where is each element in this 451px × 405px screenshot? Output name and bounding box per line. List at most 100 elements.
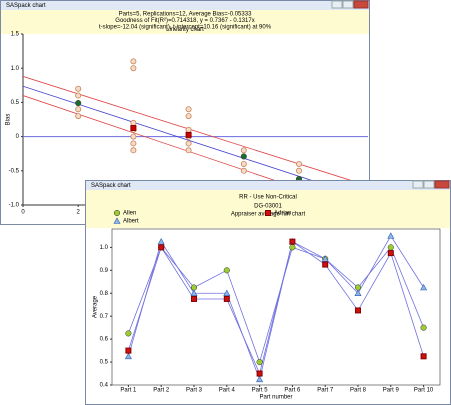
y-tick-label: 1.0 bbox=[11, 66, 20, 72]
marker bbox=[289, 244, 296, 251]
marker bbox=[75, 100, 82, 107]
marker bbox=[113, 209, 121, 217]
header-band bbox=[86, 190, 450, 228]
title-bar bbox=[1, 1, 369, 10]
y-tick-label: 1.5 bbox=[11, 32, 20, 38]
y-tick-label: 0 bbox=[16, 134, 20, 140]
marker bbox=[125, 330, 132, 337]
marker bbox=[240, 147, 247, 154]
y-tick-label: 0.6 bbox=[100, 337, 109, 343]
x-tick-label: Part 4 bbox=[219, 388, 236, 394]
y-tick-label: 0.4 bbox=[100, 383, 109, 389]
marker bbox=[240, 153, 247, 160]
x-tick-label: Part 5 bbox=[252, 388, 269, 394]
min-button bbox=[331, 0, 343, 9]
marker bbox=[420, 353, 427, 360]
run-chart-window: SASpack chart RR - Use Non-Critical DG-030… bbox=[85, 180, 451, 405]
window-title: SASpack chart bbox=[6, 3, 46, 9]
marker bbox=[240, 160, 247, 167]
header-line: Goodness of Fit(R²)=0.714318, y = 0.7367… bbox=[115, 18, 254, 24]
marker bbox=[321, 255, 329, 262]
header-line: t-slope=-12.04 (significant), t-intercep… bbox=[99, 25, 272, 31]
y-tick-label: 0.9 bbox=[100, 268, 109, 274]
marker bbox=[130, 133, 137, 140]
marker bbox=[130, 65, 137, 72]
x-tick-label: Part 3 bbox=[186, 388, 203, 394]
marker bbox=[75, 113, 82, 120]
marker bbox=[157, 237, 165, 245]
marker bbox=[289, 238, 296, 245]
marker bbox=[387, 244, 394, 251]
marker bbox=[295, 167, 302, 174]
marker bbox=[185, 113, 192, 120]
legend-label: Adrian bbox=[274, 211, 291, 217]
y-tick-label: 0.5 bbox=[11, 100, 20, 106]
window-title: SASpack chart bbox=[91, 183, 131, 189]
header-band bbox=[1, 10, 369, 34]
marker bbox=[265, 210, 271, 216]
marker bbox=[113, 217, 121, 224]
marker bbox=[130, 58, 137, 65]
x-axis-label: Part number bbox=[259, 395, 292, 401]
marker bbox=[185, 147, 192, 154]
marker bbox=[75, 85, 82, 92]
y-tick-label: 0.8 bbox=[100, 291, 109, 297]
close-button[interactable] bbox=[434, 180, 450, 189]
linearity-window: SASpack chart Parts=5, Replications=12, A… bbox=[0, 0, 370, 225]
marker bbox=[223, 295, 230, 302]
marker bbox=[240, 167, 247, 174]
chart-subtitle: DG-03001 bbox=[254, 204, 282, 210]
marker bbox=[130, 119, 137, 126]
marker bbox=[130, 125, 137, 132]
x-tick-label: Part 8 bbox=[350, 388, 367, 394]
marker bbox=[354, 289, 362, 297]
y-tick-label: 1.0 bbox=[100, 245, 109, 251]
marker bbox=[75, 92, 82, 99]
y-tick-label: 0.7 bbox=[100, 314, 109, 320]
marker bbox=[185, 131, 192, 138]
marker bbox=[223, 289, 231, 297]
marker bbox=[420, 324, 427, 331]
x-tick-label: 2 bbox=[77, 210, 81, 216]
marker bbox=[223, 267, 230, 274]
y-axis-label: Average bbox=[93, 295, 99, 318]
y-tick-label: 0.5 bbox=[100, 360, 109, 366]
series-line bbox=[128, 240, 424, 375]
x-tick-label: Part 2 bbox=[153, 388, 170, 394]
header-line: Parts=5, Replications=12, Average Bias=-… bbox=[119, 12, 252, 18]
marker bbox=[322, 261, 329, 268]
marker bbox=[420, 283, 428, 291]
marker bbox=[190, 289, 198, 297]
y-axis-label: Bias bbox=[6, 114, 12, 126]
x-tick-label: Part 10 bbox=[414, 388, 434, 394]
max-button bbox=[423, 180, 435, 189]
max-button bbox=[342, 0, 354, 9]
legend-label: Allen bbox=[123, 211, 136, 217]
marker bbox=[158, 244, 165, 251]
marker bbox=[387, 250, 394, 257]
marker bbox=[256, 375, 264, 383]
plot bbox=[23, 58, 368, 205]
y-tick-label: -1.0 bbox=[9, 203, 20, 209]
marker bbox=[185, 126, 192, 133]
y-tick-label: -0.5 bbox=[9, 168, 20, 174]
marker bbox=[130, 140, 137, 147]
series-line bbox=[128, 235, 424, 381]
marker bbox=[191, 295, 197, 302]
marker bbox=[125, 347, 132, 354]
close-button[interactable] bbox=[353, 0, 369, 9]
marker bbox=[130, 147, 137, 154]
legend-label: Albert bbox=[123, 219, 139, 225]
marker bbox=[256, 359, 263, 366]
chart-title: RR - Use Non-Critical bbox=[239, 195, 297, 201]
x-tick-label: Part 7 bbox=[317, 388, 334, 394]
x-tick-label: Part 9 bbox=[383, 388, 400, 394]
marker bbox=[124, 352, 132, 360]
marker bbox=[75, 106, 82, 113]
marker bbox=[185, 140, 192, 147]
min-button bbox=[412, 180, 424, 189]
x-tick-label: Part 1 bbox=[120, 388, 137, 394]
marker bbox=[256, 370, 263, 377]
marker bbox=[295, 160, 302, 167]
